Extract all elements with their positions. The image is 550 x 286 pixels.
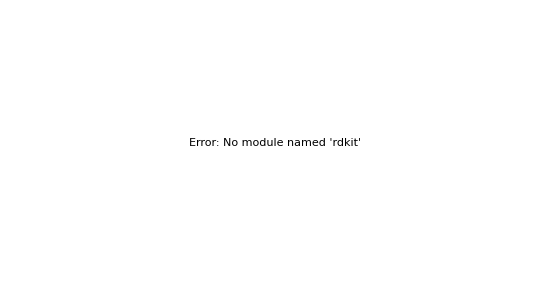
Text: Error: No module named 'rdkit': Error: No module named 'rdkit' [189,138,361,148]
